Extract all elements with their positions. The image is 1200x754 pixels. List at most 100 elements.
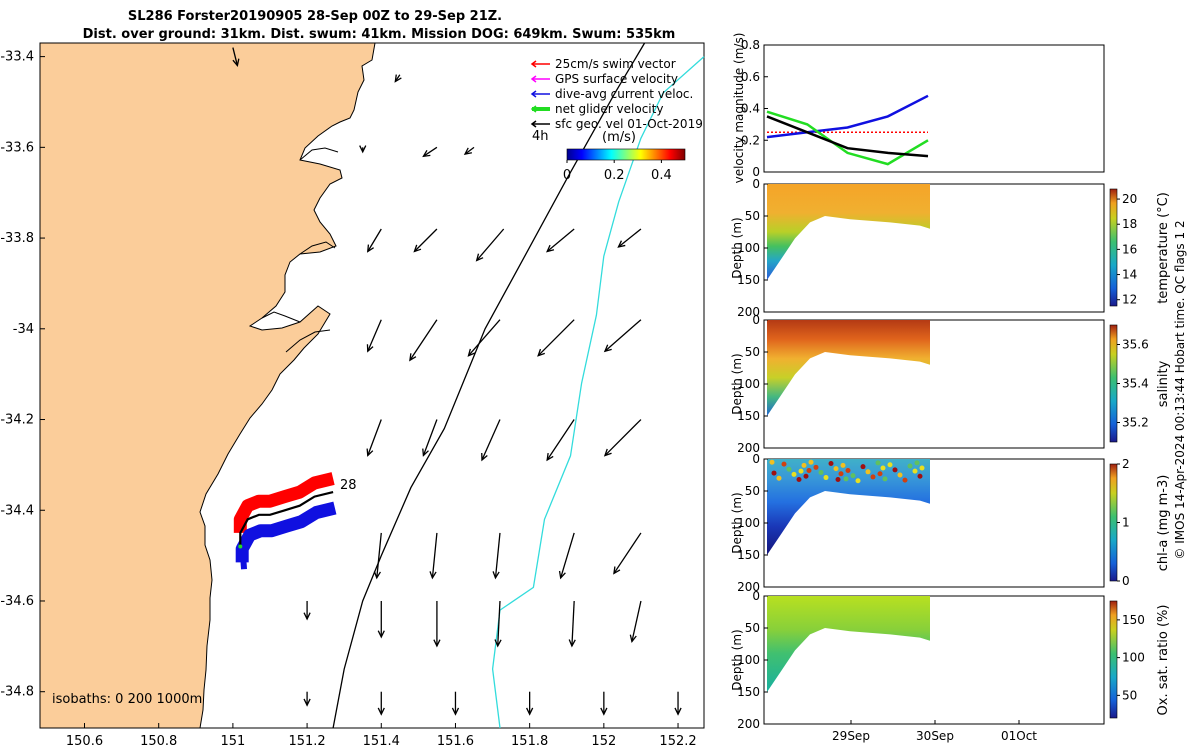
- profile-colorbar-label: temperature (°C): [1156, 192, 1171, 304]
- geo-velocity-arrow: [359, 145, 367, 154]
- chl-a-point: [877, 471, 883, 477]
- geo-velocity-arrow: [422, 146, 438, 158]
- chl-a-point: [892, 467, 898, 473]
- geo-velocity-arrow-head: [537, 348, 545, 357]
- geo-velocity-arrow: [600, 691, 608, 716]
- geo-velocity-arrow-shaft: [409, 319, 438, 361]
- geo-velocity-arrow-shaft: [546, 228, 575, 252]
- velocity-series-line: [766, 115, 929, 158]
- glider-track: [233, 472, 337, 570]
- velocity-series: [766, 94, 929, 166]
- profile-panel: 0 50 100 150 200 Depth (m) 35.2 35.4 35.6 salinit…: [730, 313, 1171, 455]
- legend-label: sfc geo. vel 01-Oct-2019: [555, 117, 703, 131]
- geo-velocity-arrow-head: [481, 453, 488, 462]
- profile-colorbar: [1109, 600, 1118, 719]
- chl-a-point: [850, 473, 856, 479]
- profile-ylabel: Depth (m): [730, 353, 744, 414]
- chl-a-point: [806, 468, 812, 474]
- profile-panel: 0 50 100 150 200 Depth (m) 12 14 16 18 20 temperatu…: [730, 177, 1171, 319]
- geo-velocity-arrow-shaft: [232, 47, 239, 66]
- map-y-tick-label: -34.2: [0, 413, 34, 428]
- chl-a-point: [798, 468, 804, 474]
- geo-velocity-arrow-head: [377, 707, 385, 716]
- legend-arrowhead: [530, 90, 537, 98]
- chl-a-point: [808, 459, 814, 465]
- geo-velocity-arrow: [537, 319, 575, 357]
- chl-a-point: [902, 477, 908, 483]
- geo-velocity-arrow-shaft: [422, 419, 438, 456]
- credit-text: © IMOS 14-Apr-2024 00:13:44 Hobart time.…: [1173, 220, 1187, 559]
- geo-velocity-arrow: [366, 419, 382, 457]
- geo-velocity-arrow-shaft: [497, 600, 501, 647]
- chl-a-point: [860, 464, 866, 470]
- chl-a-point: [887, 462, 893, 468]
- map-x-ticks: 150.6 150.8 151 151.2 151.4 151.6 151.8 152 152.…: [66, 723, 697, 749]
- profile-y-tick-label: 100: [737, 653, 760, 667]
- legend-arrowhead: [530, 120, 537, 128]
- velocity-axes-box: [763, 44, 1105, 173]
- map-colorbar-tick-label: 0.4: [651, 168, 672, 183]
- profile-colorbar-label: Ox. sat. ratio (%): [1156, 605, 1171, 716]
- geo-velocity-arrow-head: [451, 707, 460, 716]
- profile-data-field: [767, 459, 930, 555]
- geo-velocity-arrow: [367, 228, 382, 253]
- map-x-tick-label: 150.6: [66, 734, 103, 749]
- geo-velocity-arrow: [451, 691, 460, 716]
- geo-velocity-arrow-shaft: [604, 319, 642, 352]
- swim-vector-band: [233, 472, 335, 533]
- profile-colorbar-tick-label: 2: [1122, 457, 1130, 471]
- legend-label: dive-avg current veloc.: [555, 87, 693, 101]
- profile-data-field: [767, 320, 930, 416]
- geo-velocity-arrow-shaft: [494, 532, 501, 578]
- geo-velocity-arrow: [526, 691, 534, 716]
- geo-velocity-arrow-shaft: [571, 600, 575, 647]
- geo-velocity-arrow-head: [546, 244, 555, 253]
- profile-ylabel: Depth (m): [730, 629, 744, 690]
- chl-a-point: [875, 460, 881, 466]
- figure-title-line1: SL286 Forster20190905 28-Sep 00Z to 29-S…: [128, 9, 502, 24]
- chl-a-point: [838, 471, 844, 477]
- geo-velocity-arrow-head: [674, 707, 682, 716]
- geo-velocity-arrow: [303, 691, 311, 707]
- geo-velocity-arrow-shaft: [423, 146, 438, 157]
- geo-velocity-arrow: [422, 419, 438, 457]
- map-x-tick-label: 151.6: [437, 734, 474, 749]
- geo-velocity-arrow: [629, 600, 642, 643]
- profile-colorbar-tick-label: 14: [1122, 268, 1137, 282]
- map-y-ticks: -33.4 -33.6 -33.8 -34 -34.2 -34.4 -34.6 -34.8: [0, 50, 45, 700]
- geo-velocity-arrow-head: [359, 145, 367, 154]
- geo-velocity-arrow-head: [422, 448, 429, 457]
- geo-velocity-arrow-head: [613, 566, 621, 575]
- profile-ylabel: Depth (m): [730, 492, 744, 553]
- geo-velocity-arrow-head: [546, 453, 554, 462]
- geo-velocity-arrow: [303, 600, 311, 621]
- chl-a-point: [919, 465, 925, 471]
- geo-velocity-arrow: [232, 47, 240, 67]
- profile-y-tick-label: 200: [737, 717, 760, 731]
- chl-a-point: [796, 476, 802, 482]
- geo-velocity-arrow-shaft: [613, 532, 642, 574]
- profile-panel: 0 50 100 150 200 Depth (m) 0 1 2 chl-a (mg m-3): [730, 452, 1171, 594]
- glider-track-line: [239, 491, 334, 547]
- velocity-y-tick-label: 0.8: [741, 38, 760, 52]
- map-y-tick-label: -33.8: [0, 231, 34, 246]
- geo-velocity-arrow: [568, 600, 576, 648]
- map-x-tick-label: 150.8: [140, 734, 177, 749]
- geo-velocity-arrow-head: [377, 630, 385, 639]
- chl-a-point: [912, 468, 918, 474]
- chl-a-point: [828, 460, 834, 466]
- chl-a-point: [865, 469, 871, 475]
- map-x-tick-label: 152: [591, 734, 616, 749]
- map-x-tick-label: 151.2: [288, 734, 325, 749]
- track-end-label: 28: [340, 478, 357, 493]
- profile-y-tick-label: 100: [737, 516, 760, 530]
- profile-y-tick-label: 50: [745, 345, 760, 359]
- map-colorbar-title: (m/s): [602, 130, 636, 145]
- legend-arrowhead: [530, 75, 537, 83]
- land-mass: [39, 42, 376, 729]
- profile-y-tick-label: 50: [745, 621, 760, 635]
- geo-velocity-arrow-head: [526, 707, 534, 716]
- geo-velocity-arrow: [674, 691, 682, 716]
- velocity-series-line: [766, 94, 929, 139]
